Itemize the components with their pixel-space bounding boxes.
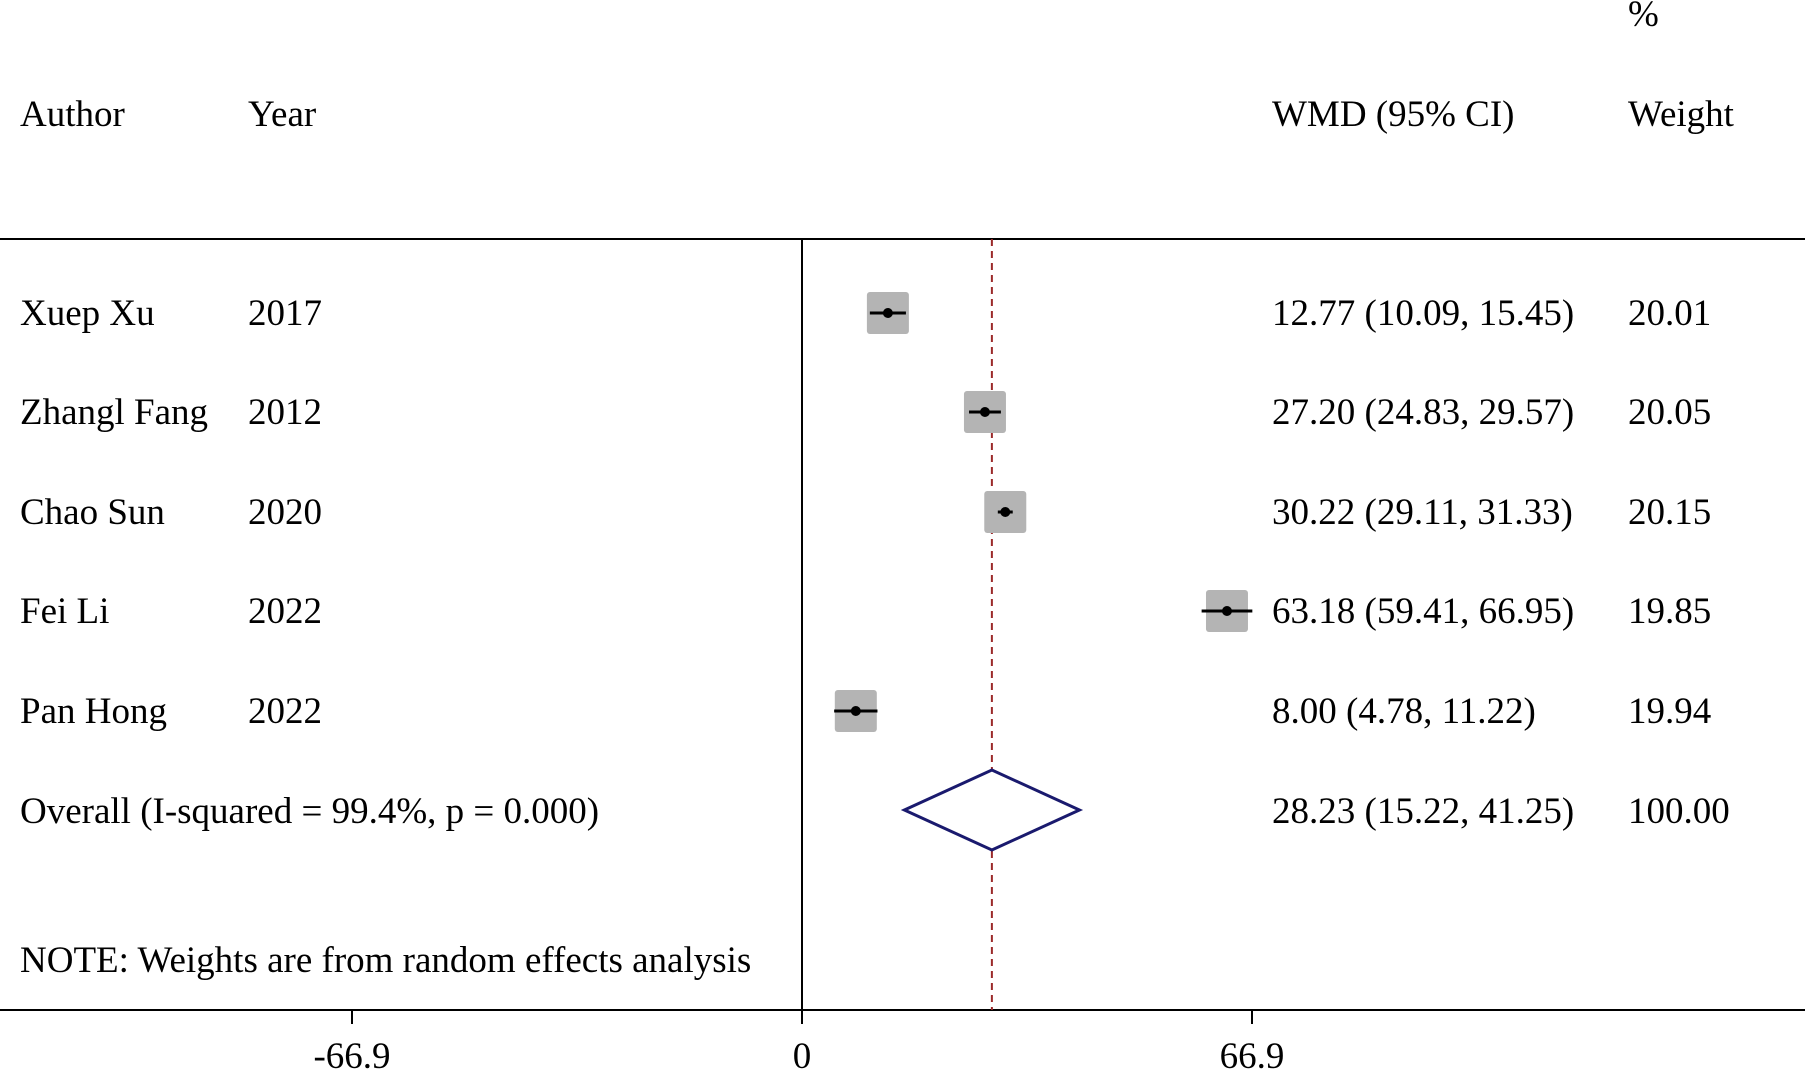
- study-year: 2020: [248, 492, 322, 533]
- study-author: Xuep Xu: [20, 293, 155, 334]
- study-rows: Xuep Xu 2017 12.77 (10.09, 15.45) 20.01 Zhan…: [20, 292, 1711, 732]
- study-author: Pan Hong: [20, 691, 167, 732]
- overall-weight: 100.00: [1628, 791, 1730, 832]
- study-row: Pan Hong 2022 8.00 (4.78, 11.22) 19.94: [20, 690, 1711, 732]
- x-tick-label: 0: [793, 1036, 812, 1071]
- study-year: 2022: [248, 591, 322, 632]
- study-row: Fei Li 2022 63.18 (59.41, 66.95) 19.85: [20, 590, 1711, 632]
- x-axis-ticks: -66.9 0 66.9: [313, 1010, 1284, 1071]
- study-ci-text: 12.77 (10.09, 15.45): [1272, 293, 1574, 334]
- header-weight: Weight: [1628, 94, 1735, 135]
- study-point-estimate: [882, 308, 893, 318]
- study-author: Chao Sun: [20, 492, 165, 533]
- header-effect: WMD (95% CI): [1272, 94, 1515, 135]
- study-ci-text: 63.18 (59.41, 66.95): [1272, 591, 1574, 632]
- study-ci-text: 30.22 (29.11, 31.33): [1272, 492, 1573, 533]
- overall-ci-text: 28.23 (15.22, 41.25): [1272, 791, 1574, 832]
- overall-row: Overall (I-squared = 99.4%, p = 0.000) 2…: [20, 768, 1730, 852]
- weights-note: NOTE: Weights are from random effects an…: [20, 940, 751, 981]
- study-point-estimate: [979, 407, 990, 417]
- study-point-estimate: [1221, 606, 1232, 616]
- overall-label: Overall (I-squared = 99.4%, p = 0.000): [20, 791, 599, 832]
- study-year: 2017: [248, 293, 322, 334]
- study-weight: 20.05: [1628, 392, 1711, 433]
- study-point-estimate: [1000, 507, 1011, 517]
- study-year: 2022: [248, 691, 322, 732]
- x-tick-label: -66.9: [313, 1036, 390, 1071]
- study-ci-text: 27.20 (24.83, 29.57): [1272, 392, 1574, 433]
- study-weight: 20.01: [1628, 293, 1711, 334]
- study-weight: 19.85: [1628, 591, 1711, 632]
- overall-diamond: [900, 768, 1084, 852]
- study-row: Chao Sun 2020 30.22 (29.11, 31.33) 20.15: [20, 491, 1711, 533]
- header-year: Year: [248, 94, 316, 135]
- x-tick-label: 66.9: [1220, 1036, 1285, 1071]
- study-point-estimate: [850, 706, 861, 716]
- study-weight: 19.94: [1628, 691, 1711, 732]
- study-row: Xuep Xu 2017 12.77 (10.09, 15.45) 20.01: [20, 292, 1711, 334]
- study-weight: 20.15: [1628, 492, 1711, 533]
- study-ci-text: 8.00 (4.78, 11.22): [1272, 691, 1536, 732]
- study-row: Zhangl Fang 2012 27.20 (24.83, 29.57) 20.05: [20, 391, 1711, 433]
- study-author: Zhangl Fang: [20, 392, 208, 433]
- header-weight-pct: %: [1628, 0, 1659, 35]
- study-author: Fei Li: [20, 591, 109, 632]
- header-author: Author: [20, 94, 125, 135]
- study-year: 2012: [248, 392, 322, 433]
